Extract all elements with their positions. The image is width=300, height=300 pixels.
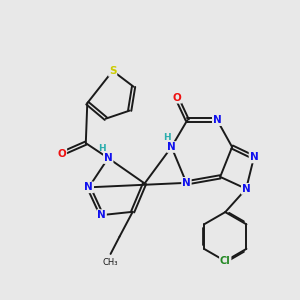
Text: N: N [182,178,191,188]
Text: S: S [109,66,116,76]
Text: O: O [58,148,66,159]
Text: N: N [97,210,106,220]
Text: H: H [98,145,106,154]
Text: N: N [84,182,93,192]
Text: H: H [164,134,171,142]
Text: N: N [213,115,222,125]
Text: CH₃: CH₃ [103,258,118,267]
Text: N: N [167,142,176,152]
Text: N: N [242,184,250,194]
Text: O: O [172,93,181,103]
Text: N: N [250,152,258,163]
Text: Cl: Cl [220,256,231,266]
Text: N: N [104,153,112,163]
